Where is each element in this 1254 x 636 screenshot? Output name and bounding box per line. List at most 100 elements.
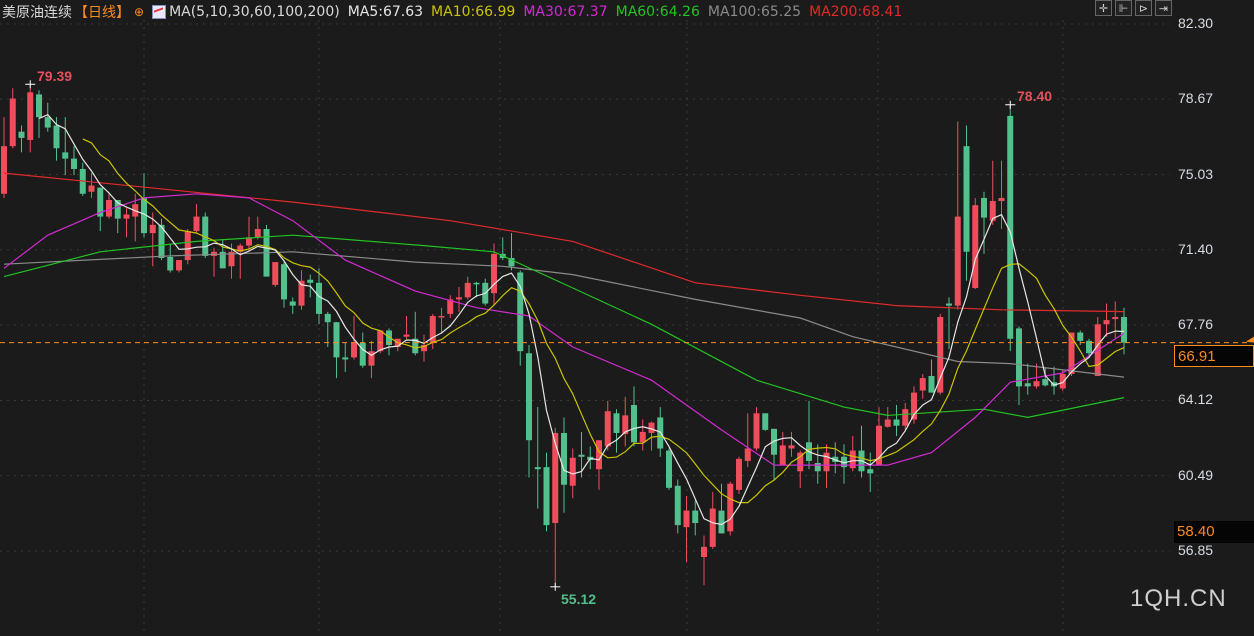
candle-up: [246, 237, 252, 246]
candle-up: [849, 450, 856, 469]
candle-up: [998, 197, 1005, 202]
candle-up: [919, 378, 926, 391]
candle-down: [762, 413, 769, 430]
price-tick-label: 71.40: [1178, 240, 1214, 257]
low-annotation: 55.12: [561, 591, 597, 607]
candle-up: [368, 351, 375, 366]
indicator-chart-icon[interactable]: [152, 5, 167, 19]
candle-down: [963, 146, 970, 252]
crosshair-icon[interactable]: ✛: [1095, 0, 1112, 16]
candle-down: [674, 485, 681, 526]
candle-down: [561, 432, 567, 485]
ma5-value: MA5:67.63: [347, 4, 424, 20]
candle-up: [972, 205, 979, 289]
candle-down: [928, 376, 935, 393]
candle-up: [1059, 373, 1066, 389]
ma10-value: MA10:66.99: [431, 4, 516, 20]
candle-down: [141, 197, 147, 234]
candle-down: [893, 419, 900, 426]
candle-up: [184, 231, 191, 261]
candle-up: [237, 245, 244, 252]
candle-up: [456, 297, 462, 300]
candle-down: [981, 197, 987, 218]
candle-up: [604, 411, 611, 447]
candle-up: [1068, 332, 1075, 374]
candle-down: [333, 322, 340, 358]
candle-up: [1103, 320, 1110, 325]
zoom-in-bars-icon[interactable]: ⊩: [1115, 0, 1132, 16]
candle-down: [543, 467, 550, 526]
candle-up: [884, 419, 891, 427]
candle-up: [9, 98, 16, 147]
ma100-line: [3, 251, 1125, 378]
candle-down: [219, 251, 226, 269]
ma-params[interactable]: MA(5,10,30,60,100,200): [169, 4, 340, 20]
candle-up: [464, 282, 471, 298]
price-tick-label: 78.67: [1178, 90, 1214, 107]
candle-down: [814, 462, 821, 472]
candle-down: [158, 224, 165, 258]
ma30-value: MA30:67.37: [523, 4, 608, 20]
candle-down: [867, 469, 874, 474]
candle-down: [534, 467, 541, 470]
candle-up: [298, 280, 305, 306]
candle-up: [88, 185, 95, 192]
candle-up: [797, 452, 804, 472]
candle-up: [403, 334, 410, 337]
high-annotation-left: 79.39: [37, 68, 73, 84]
ma5-line: [38, 113, 1125, 526]
candle-up: [788, 445, 795, 449]
marked-level-label: 58.40: [1174, 521, 1254, 543]
candle-down: [526, 353, 532, 441]
candle-up: [622, 415, 629, 435]
candle-up: [779, 445, 786, 466]
candle-up: [989, 201, 996, 221]
candle-up: [27, 92, 34, 140]
candle-down: [71, 158, 77, 169]
candle-up: [701, 546, 707, 558]
candle-down: [62, 152, 69, 159]
candle-up: [902, 409, 909, 426]
candle-down: [359, 342, 366, 366]
candle-up: [351, 342, 357, 358]
period-selector[interactable]: 【日线】: [74, 5, 130, 21]
candle-down: [324, 313, 331, 323]
ma60-value: MA60:64.26: [615, 4, 700, 20]
candle-down: [771, 428, 777, 455]
candle-down: [307, 279, 314, 283]
ma10-line: [82, 138, 1125, 504]
candle-down: [613, 413, 620, 433]
candle-up: [683, 510, 690, 528]
candle-down: [692, 510, 699, 524]
candle-up: [176, 260, 182, 271]
ma200-line: [3, 172, 1125, 313]
candle-down: [578, 454, 585, 457]
candle-down: [97, 187, 104, 217]
candle-up: [727, 483, 734, 532]
candle-up: [1033, 381, 1040, 387]
candle-down: [473, 282, 480, 285]
candle-down: [508, 257, 515, 267]
candle-down: [1086, 340, 1092, 354]
zoom-out-bars-icon[interactable]: ⊳: [1135, 0, 1152, 16]
candle-down: [718, 510, 725, 534]
candle-up: [911, 392, 917, 420]
candle-up: [193, 216, 200, 232]
move-right-icon[interactable]: ⇥: [1155, 0, 1172, 16]
candle-up: [447, 299, 454, 314]
candle-up: [149, 224, 156, 234]
price-tick-label: 75.03: [1178, 165, 1214, 182]
candle-up: [753, 413, 760, 449]
candle-down: [412, 338, 419, 354]
candle-down: [281, 264, 287, 300]
candle-up: [954, 216, 961, 306]
last-price-arrow-icon: [1246, 336, 1254, 343]
candle-down: [631, 405, 637, 443]
globe-icon[interactable]: ⊕: [134, 5, 145, 19]
candle-up: [429, 315, 436, 343]
candle-down: [1024, 383, 1031, 387]
ma200-value: MA200:68.41: [809, 4, 903, 20]
candle-up: [421, 344, 427, 352]
price-tick-label: 56.85: [1178, 542, 1214, 558]
